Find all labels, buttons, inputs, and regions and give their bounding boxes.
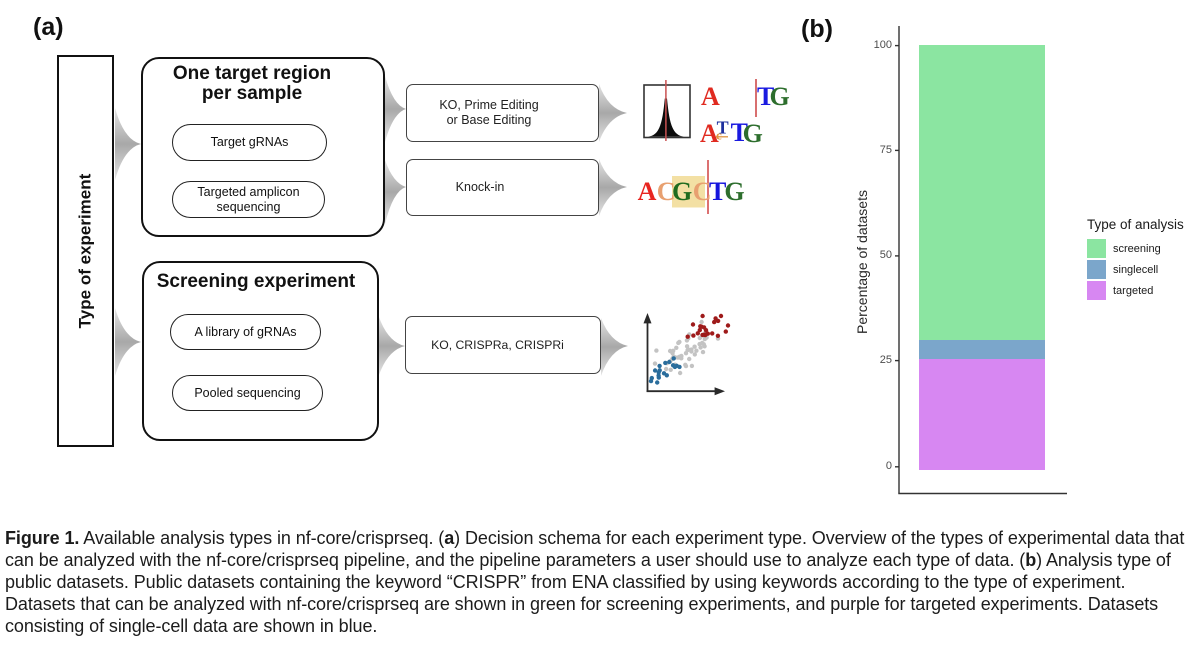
svg-text:T: T (731, 118, 748, 147)
svg-text:A: A (700, 119, 719, 148)
svg-text:T: T (709, 177, 726, 206)
svg-text:C: C (693, 177, 712, 206)
svg-text:C: C (657, 177, 676, 206)
svg-text:A: A (638, 177, 657, 206)
svg-text:T: T (717, 118, 729, 138)
svg-text:G: G (770, 82, 790, 111)
svg-text:T: T (757, 82, 774, 111)
svg-text:c: c (716, 128, 722, 143)
svg-text:A: A (701, 82, 720, 111)
svg-text:G: G (724, 177, 744, 206)
svg-text:G: G (743, 119, 763, 148)
svg-text:G: G (672, 177, 692, 206)
